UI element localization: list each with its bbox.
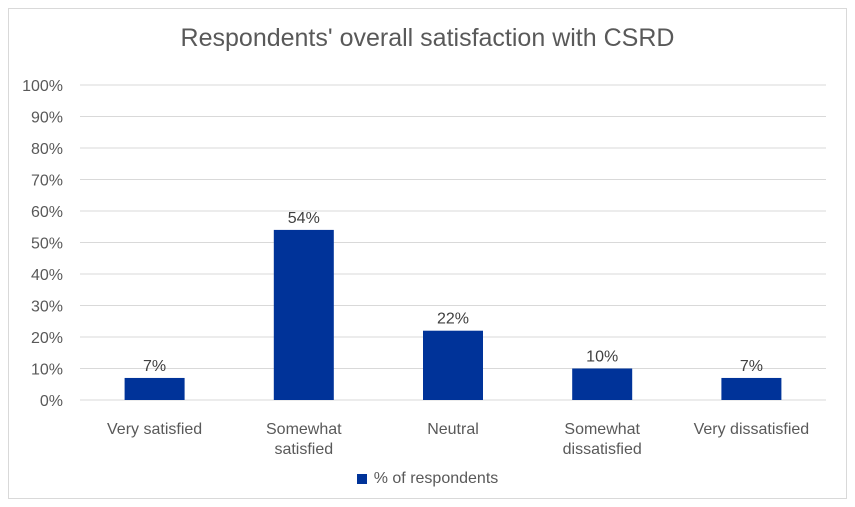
bars — [124, 229, 782, 400]
data-label: 54% — [288, 210, 320, 227]
y-tick-label: 10% — [31, 362, 63, 379]
y-tick-label: 60% — [31, 204, 63, 221]
y-tick-label: 50% — [31, 236, 63, 253]
x-category-label: Somewhat — [266, 421, 342, 438]
y-tick-label: 0% — [40, 393, 63, 410]
y-tick-label: 100% — [22, 78, 63, 95]
data-label: 10% — [586, 349, 618, 366]
data-label: 7% — [143, 358, 166, 375]
y-tick-label: 30% — [31, 299, 63, 316]
chart-frame — [8, 8, 847, 499]
data-labels: 7% 54% 22% 10% 7% — [143, 210, 763, 375]
legend: % of respondents — [0, 470, 855, 488]
bar — [124, 377, 185, 400]
x-category-label: Somewhat — [564, 421, 640, 438]
y-tick-label: 20% — [31, 330, 63, 347]
legend-swatch — [356, 474, 367, 484]
y-tick-label: 80% — [31, 141, 63, 158]
bar — [721, 377, 782, 400]
x-category-label: Neutral — [427, 421, 479, 438]
gridlines — [80, 84, 826, 401]
legend-label: % of respondents — [373, 470, 499, 487]
bar — [423, 330, 483, 400]
x-category-label: Very dissatisfied — [694, 421, 810, 438]
y-tick-label: 40% — [31, 267, 63, 284]
x-category-label: satisfied — [274, 441, 333, 458]
chart-title: Respondents' overall satisfaction with C… — [180, 24, 675, 52]
y-tick-label: 70% — [31, 173, 63, 190]
data-label: 7% — [740, 358, 763, 375]
x-category-label: dissatisfied — [563, 441, 642, 458]
data-label: 22% — [437, 311, 469, 328]
y-tick-label: 90% — [31, 110, 63, 127]
x-category-label: Very satisfied — [107, 421, 202, 438]
y-axis-ticks: 0% 10% 20% 30% 40% 50% 60% 70% 80% 90% 100% — [22, 78, 63, 410]
x-axis-labels: Very satisfied Somewhat satisfied Neutral So… — [107, 421, 809, 458]
bar — [273, 229, 334, 400]
bar — [572, 368, 633, 400]
